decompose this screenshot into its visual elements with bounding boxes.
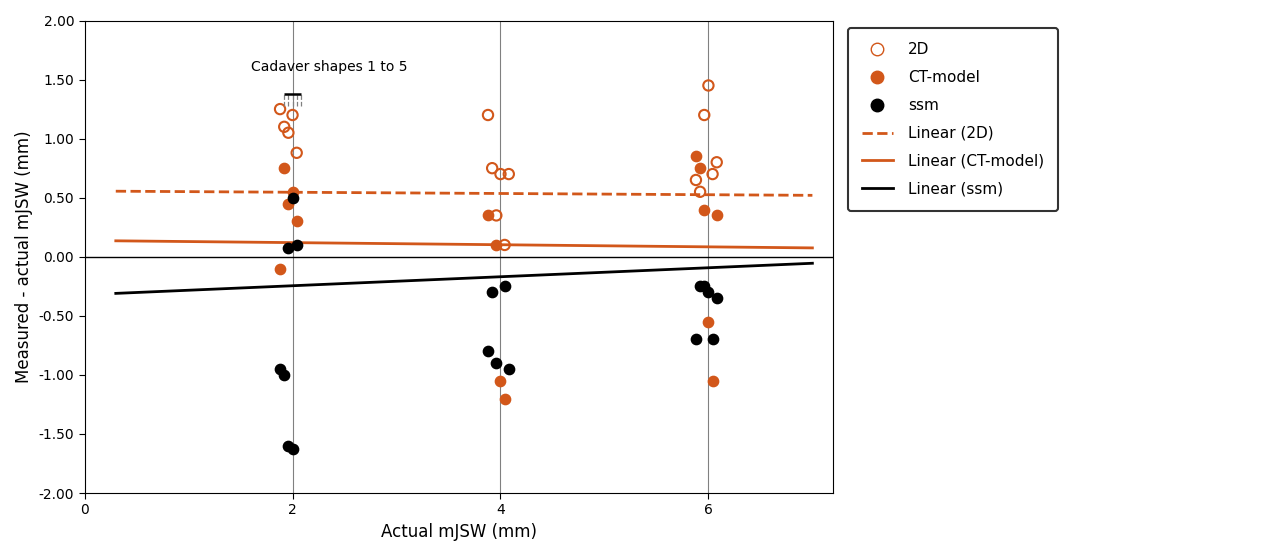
Y-axis label: Measured - actual mJSW (mm): Measured - actual mJSW (mm) [15, 131, 33, 383]
Point [274, 122, 294, 131]
Point [494, 282, 515, 291]
Point [274, 163, 294, 172]
Point [707, 294, 727, 302]
Point [707, 158, 727, 167]
Point [486, 211, 507, 220]
Point [698, 317, 718, 326]
Point [283, 111, 303, 120]
Point [278, 441, 298, 450]
Point [278, 128, 298, 137]
Point [698, 81, 718, 90]
Point [703, 170, 723, 178]
Point [287, 241, 307, 250]
Point [287, 148, 307, 157]
Point [690, 282, 710, 291]
Point [490, 376, 511, 385]
Legend: 2D, CT-model, ssm, Linear (2D), Linear (CT-model), Linear (ssm): 2D, CT-model, ssm, Linear (2D), Linear (… [849, 28, 1057, 211]
Point [707, 211, 727, 220]
Point [703, 376, 723, 385]
Point [694, 282, 714, 291]
Point [494, 241, 515, 250]
Point [477, 347, 498, 356]
Point [278, 199, 298, 208]
Point [486, 359, 507, 368]
Point [283, 193, 303, 202]
Point [283, 187, 303, 196]
Point [686, 335, 707, 344]
X-axis label: Actual mJSW (mm): Actual mJSW (mm) [381, 523, 536, 541]
Point [490, 170, 511, 178]
Point [694, 205, 714, 214]
Point [486, 241, 507, 250]
Point [477, 111, 498, 120]
Point [698, 288, 718, 297]
Point [274, 370, 294, 379]
Point [270, 365, 291, 374]
Point [703, 335, 723, 344]
Point [694, 111, 714, 120]
Point [270, 105, 291, 113]
Point [498, 365, 518, 374]
Point [270, 264, 291, 273]
Point [686, 152, 707, 161]
Point [483, 288, 503, 297]
Point [477, 211, 498, 220]
Point [287, 217, 307, 226]
Point [278, 244, 298, 253]
Point [483, 163, 503, 172]
Point [494, 394, 515, 403]
Point [690, 187, 710, 196]
Point [283, 445, 303, 454]
Point [686, 176, 707, 185]
Point [690, 163, 710, 172]
Text: Cadaver shapes 1 to 5: Cadaver shapes 1 to 5 [251, 59, 407, 73]
Point [498, 170, 518, 178]
